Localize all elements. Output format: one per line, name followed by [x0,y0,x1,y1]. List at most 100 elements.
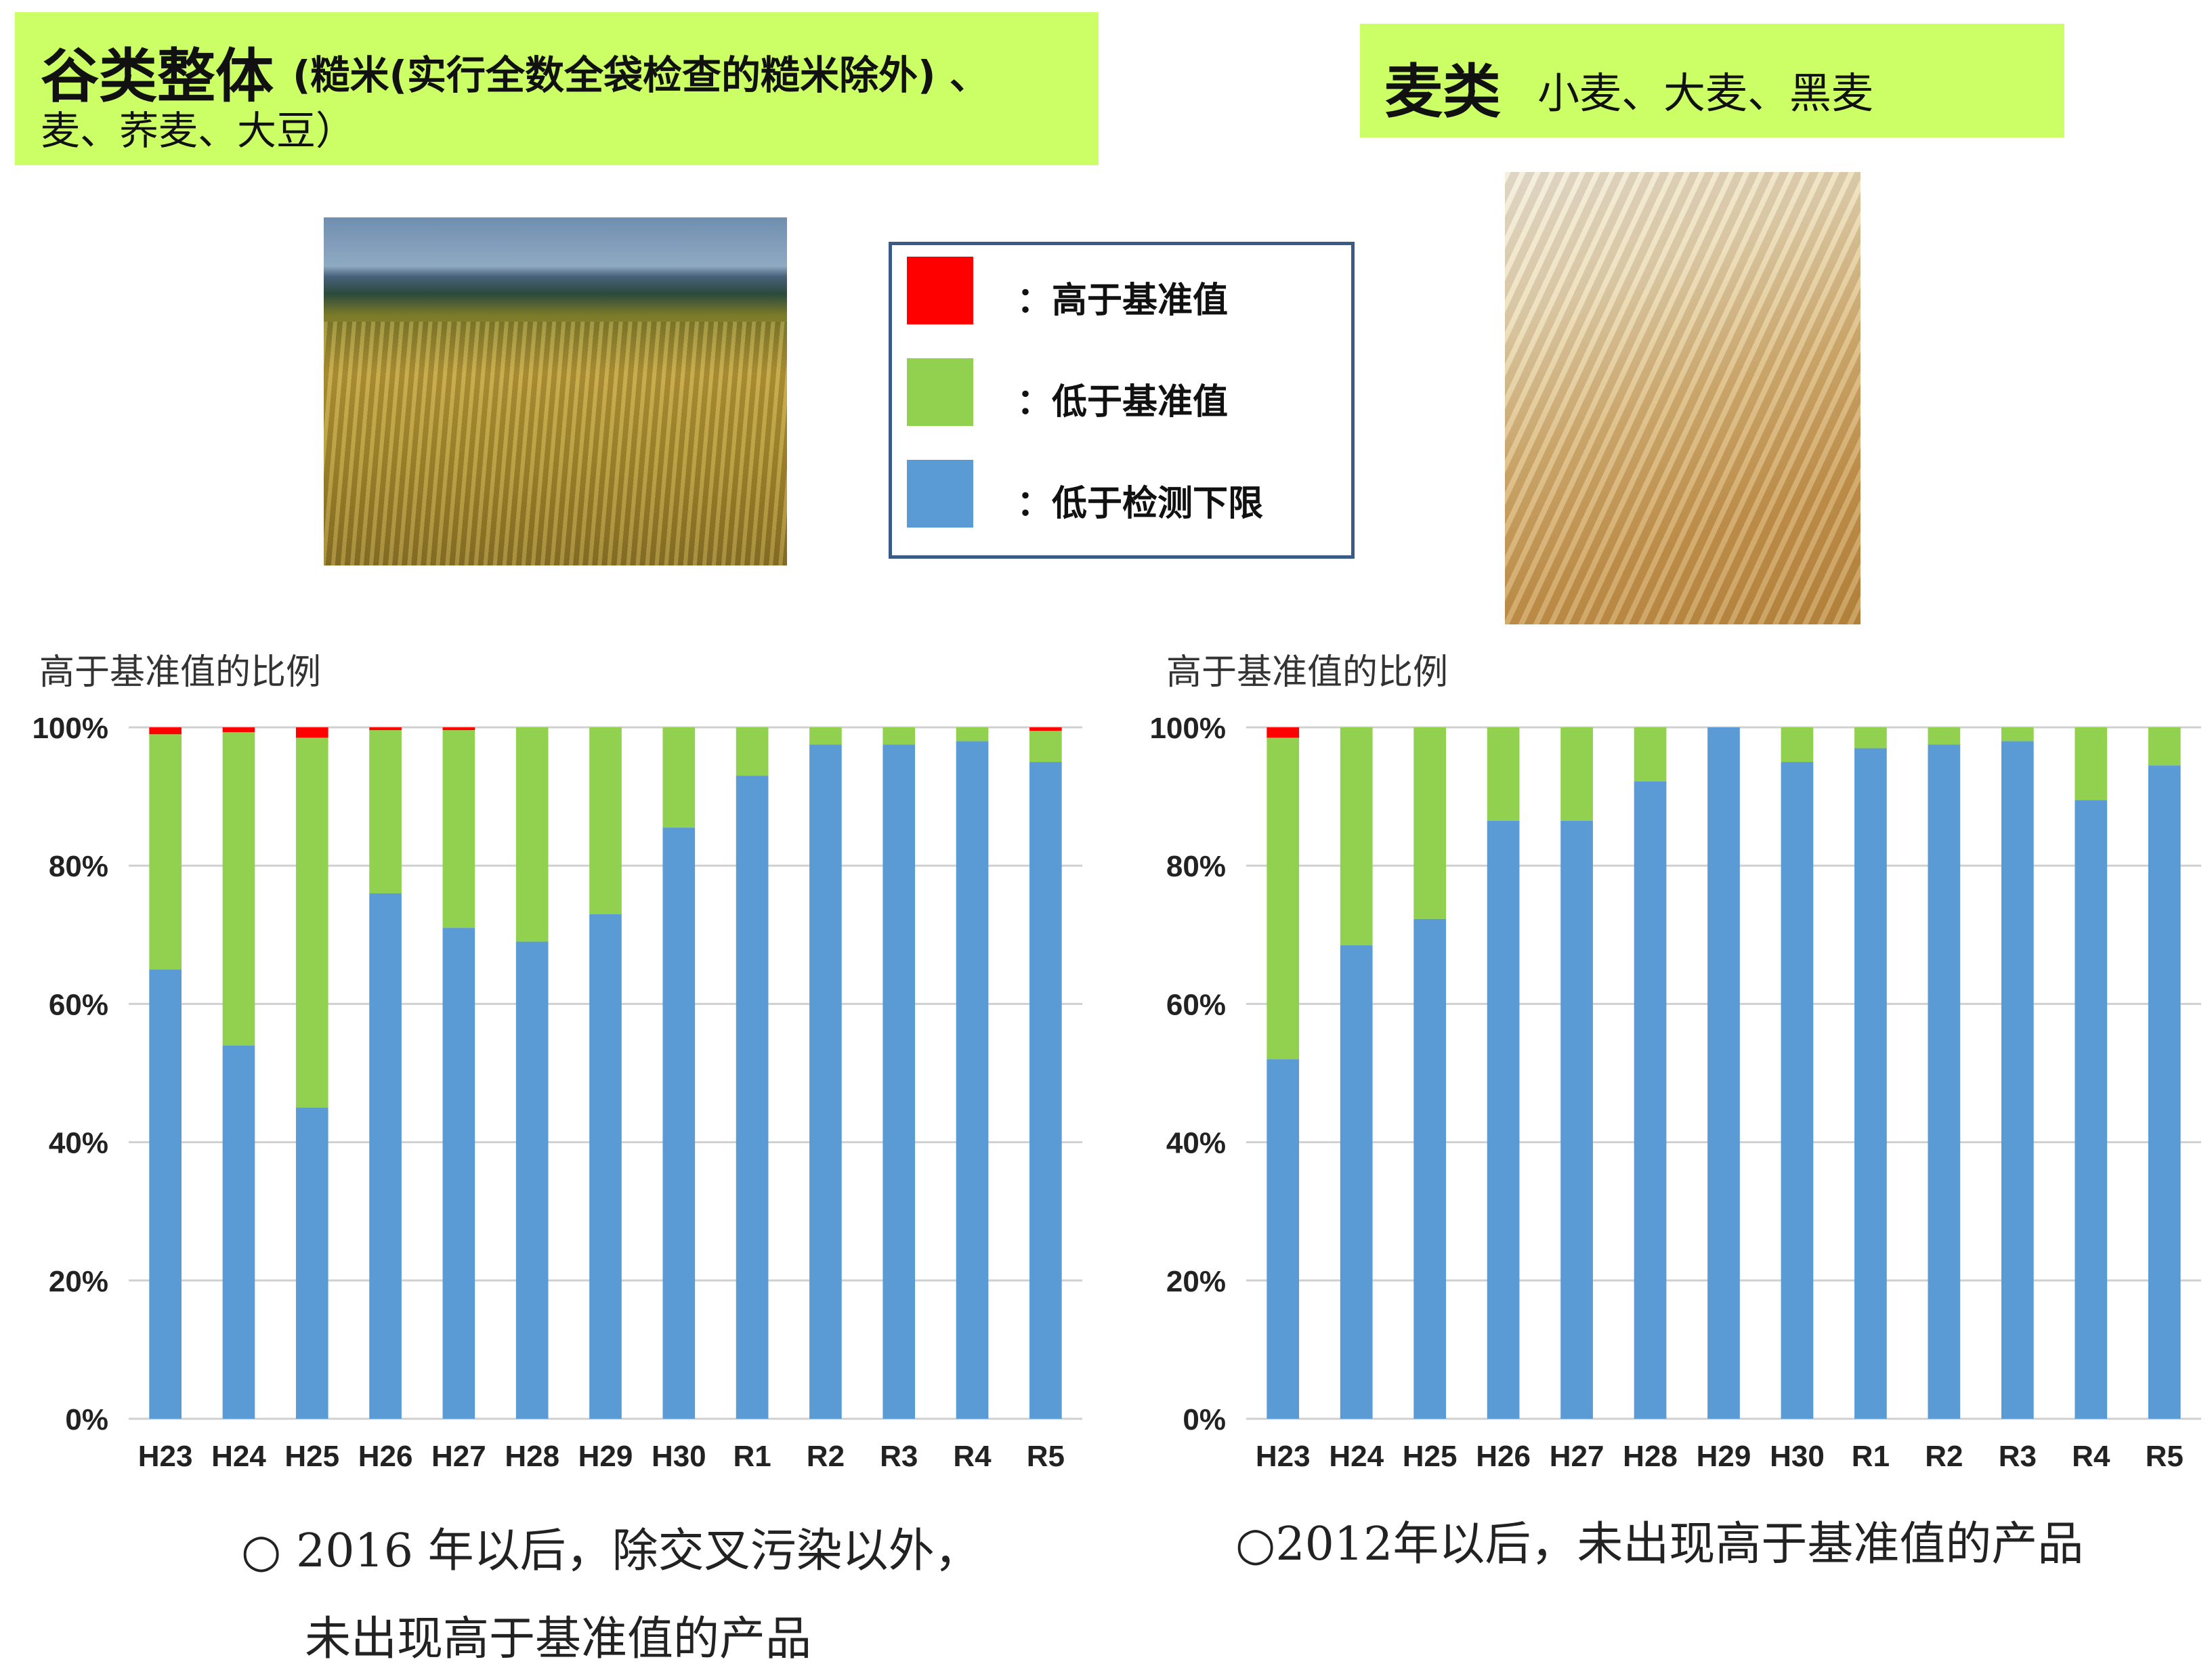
right-chart-y-tick-label: 20% [1166,1265,1226,1298]
right-chart-x-tick-label: R1 [1852,1440,1890,1473]
right-chart-x-tick-label: H27 [1550,1440,1604,1473]
right-chart-bar-R2-series1 [1928,727,1961,745]
right-chart-bar-H27-series1 [1560,727,1593,821]
left-chart-bar-H26-series2 [369,727,402,731]
right-chart-bar-H26-series0 [1487,820,1520,1419]
left-chart-bar-H30-series1 [662,727,696,828]
left-chart-bar-H24-series1 [222,732,255,1046]
right-header: 麦类 小麦、大麦、黑麦 [1360,24,2064,137]
left-chart-y-tick-label: 80% [49,850,108,883]
left-chart-bar-R2-series1 [809,727,842,745]
left-header-subtitle: (糙米(实行全数全袋检查的糙米除外) 、 [293,52,989,98]
left-chart-x-tick-label: H30 [652,1440,706,1473]
legend-label: ：低于基准值 [1017,382,1229,423]
right-chart-x-tick-label: H26 [1476,1440,1531,1473]
right-chart-bar-H28-series0 [1634,781,1667,1419]
left-header-subtitle-line2: 麦、荞麦、大豆） [41,108,356,154]
right-chart-y-tick-label: 0% [1183,1403,1226,1436]
right-chart-x-tick-label: R2 [1925,1440,1963,1473]
left-chart-y-tick-label: 0% [65,1403,108,1436]
left-chart-bar-H29-series1 [589,727,622,914]
left-chart-bar-R4-series1 [956,727,989,742]
left-chart-bar-H30-series0 [662,828,696,1419]
right-chart-caption: 高于基准值的比例 [1166,652,1449,693]
left-note-line1: ○ 2016 年以后，除交叉污染以外， [241,1524,981,1578]
legend-swatch-blue [907,460,973,528]
left-chart-bar-H23-series0 [149,969,182,1419]
left-chart-x-tick-label: H29 [578,1440,633,1473]
left-chart-bar-H27-series0 [442,928,475,1419]
right-chart-y-tick-label: 80% [1166,850,1226,883]
right-chart-bar-H24-series0 [1340,945,1373,1419]
left-chart-x-tick-label: H27 [431,1440,486,1473]
right-chart-bar-H23-series2 [1267,727,1300,738]
right-chart-x-tick-label: H29 [1697,1440,1751,1473]
left-chart-bar-H25-series1 [295,737,328,1108]
left-chart-y-tick-label: 60% [49,988,108,1021]
left-chart-bar-R3-series0 [882,744,916,1419]
legend-swatch-green [907,358,973,426]
right-header-subtitle: 小麦、大麦、黑麦 [1537,68,1874,118]
left-chart-x-tick-label: H25 [284,1440,339,1473]
left-header: 谷类整体 (糙米(实行全数全袋检查的糙米除外) 、 麦、荞麦、大豆） [15,12,1099,165]
left-chart-svg: 0% 20% 40% 60% 80% 100% H23 H24 H25 H26 H27 H28 H29 H… [32,712,1082,1473]
left-chart-bar-H27-series1 [442,730,475,928]
right-chart-bar-R5-series0 [2148,765,2181,1419]
wheat-field-photo [324,217,787,565]
left-chart-bar-R5-series2 [1029,727,1062,731]
left-chart-x-tick-label: R5 [1027,1440,1065,1473]
right-chart-bar-H26-series1 [1487,727,1520,821]
right-chart-x-tick-label: H23 [1256,1440,1311,1473]
left-chart-bar-H23-series1 [149,734,182,970]
left-chart-x-tick-label: R3 [880,1440,918,1473]
left-chart-bar-H23-series2 [149,727,182,735]
left-chart-x-tick-label: H24 [211,1440,266,1473]
right-chart-bar-R3-series1 [2001,727,2034,742]
right-chart-y-tick-label: 40% [1166,1127,1226,1160]
left-chart-bar-H25-series0 [295,1107,328,1419]
right-chart-x-tick-label: H24 [1329,1440,1384,1473]
right-chart-x-tick-label: H25 [1403,1440,1458,1473]
left-chart-x-tick-label: H28 [505,1440,559,1473]
left-chart-bar-R5-series1 [1029,731,1062,763]
right-chart-bar-R4-series1 [2075,727,2108,800]
left-chart-bar-H28-series0 [515,941,549,1419]
left-note-line2: 未出现高于基准值的产品 [305,1612,812,1666]
right-chart-bar-H25-series1 [1413,727,1447,919]
right-chart-bar-H27-series0 [1560,820,1593,1419]
right-chart-bar-R2-series0 [1928,744,1961,1419]
left-chart-y-tick-label: 40% [49,1127,108,1160]
left-chart-y-tick-label: 100% [32,712,108,745]
left-chart-x-tick-label: R4 [953,1440,992,1473]
right-chart-bar-R4-series0 [2075,800,2108,1419]
left-chart-bar-H27-series2 [442,727,475,731]
left-chart-bar-H28-series1 [515,727,549,942]
right-chart-y-tick-label: 100% [1149,712,1226,745]
right-chart-bar-H25-series0 [1413,918,1447,1419]
right-chart-x-tick-label: H30 [1770,1440,1825,1473]
right-note: ○2012年以后，未出现高于基准值的产品 [1235,1518,2084,1571]
legend-swatch-red [907,257,973,324]
right-chart-bar-R1-series1 [1854,727,1887,748]
left-chart-bar-H26-series1 [369,730,402,894]
left-chart-bar-H25-series2 [295,727,328,738]
left-chart: 0% 20% 40% 60% 80% 100% H23 H24 H25 H26 H27 H28 H29 H… [0,698,1097,1476]
legend-label: ：高于基准值 [1017,280,1229,321]
left-chart-caption: 高于基准值的比例 [39,652,322,693]
right-chart-svg: 0% 20% 40% 60% 80% 100% H23 H24 H25 H26 H27 H28 H29 H… [1149,712,2201,1473]
right-chart-bar-H30-series0 [1781,762,1814,1419]
left-chart-bar-R3-series1 [882,727,916,745]
legend: ：高于基准值 ：低于基准值 ：低于检测下限 [889,242,1355,559]
left-chart-bar-R4-series0 [956,741,989,1419]
right-chart-bar-H23-series0 [1267,1059,1300,1419]
left-chart-bar-R2-series0 [809,744,842,1419]
right-chart-bar-H30-series1 [1781,727,1814,763]
left-header-title: 谷类整体 [41,43,274,110]
right-header-title: 麦类 [1384,58,1501,126]
left-chart-x-tick-label: R1 [733,1440,771,1473]
left-chart-x-tick-label: H23 [138,1440,193,1473]
right-chart-bar-R5-series1 [2148,727,2181,766]
left-chart-bar-H26-series0 [369,893,402,1419]
right-chart-bar-H23-series1 [1267,737,1300,1060]
left-chart-x-tick-label: R2 [807,1440,845,1473]
